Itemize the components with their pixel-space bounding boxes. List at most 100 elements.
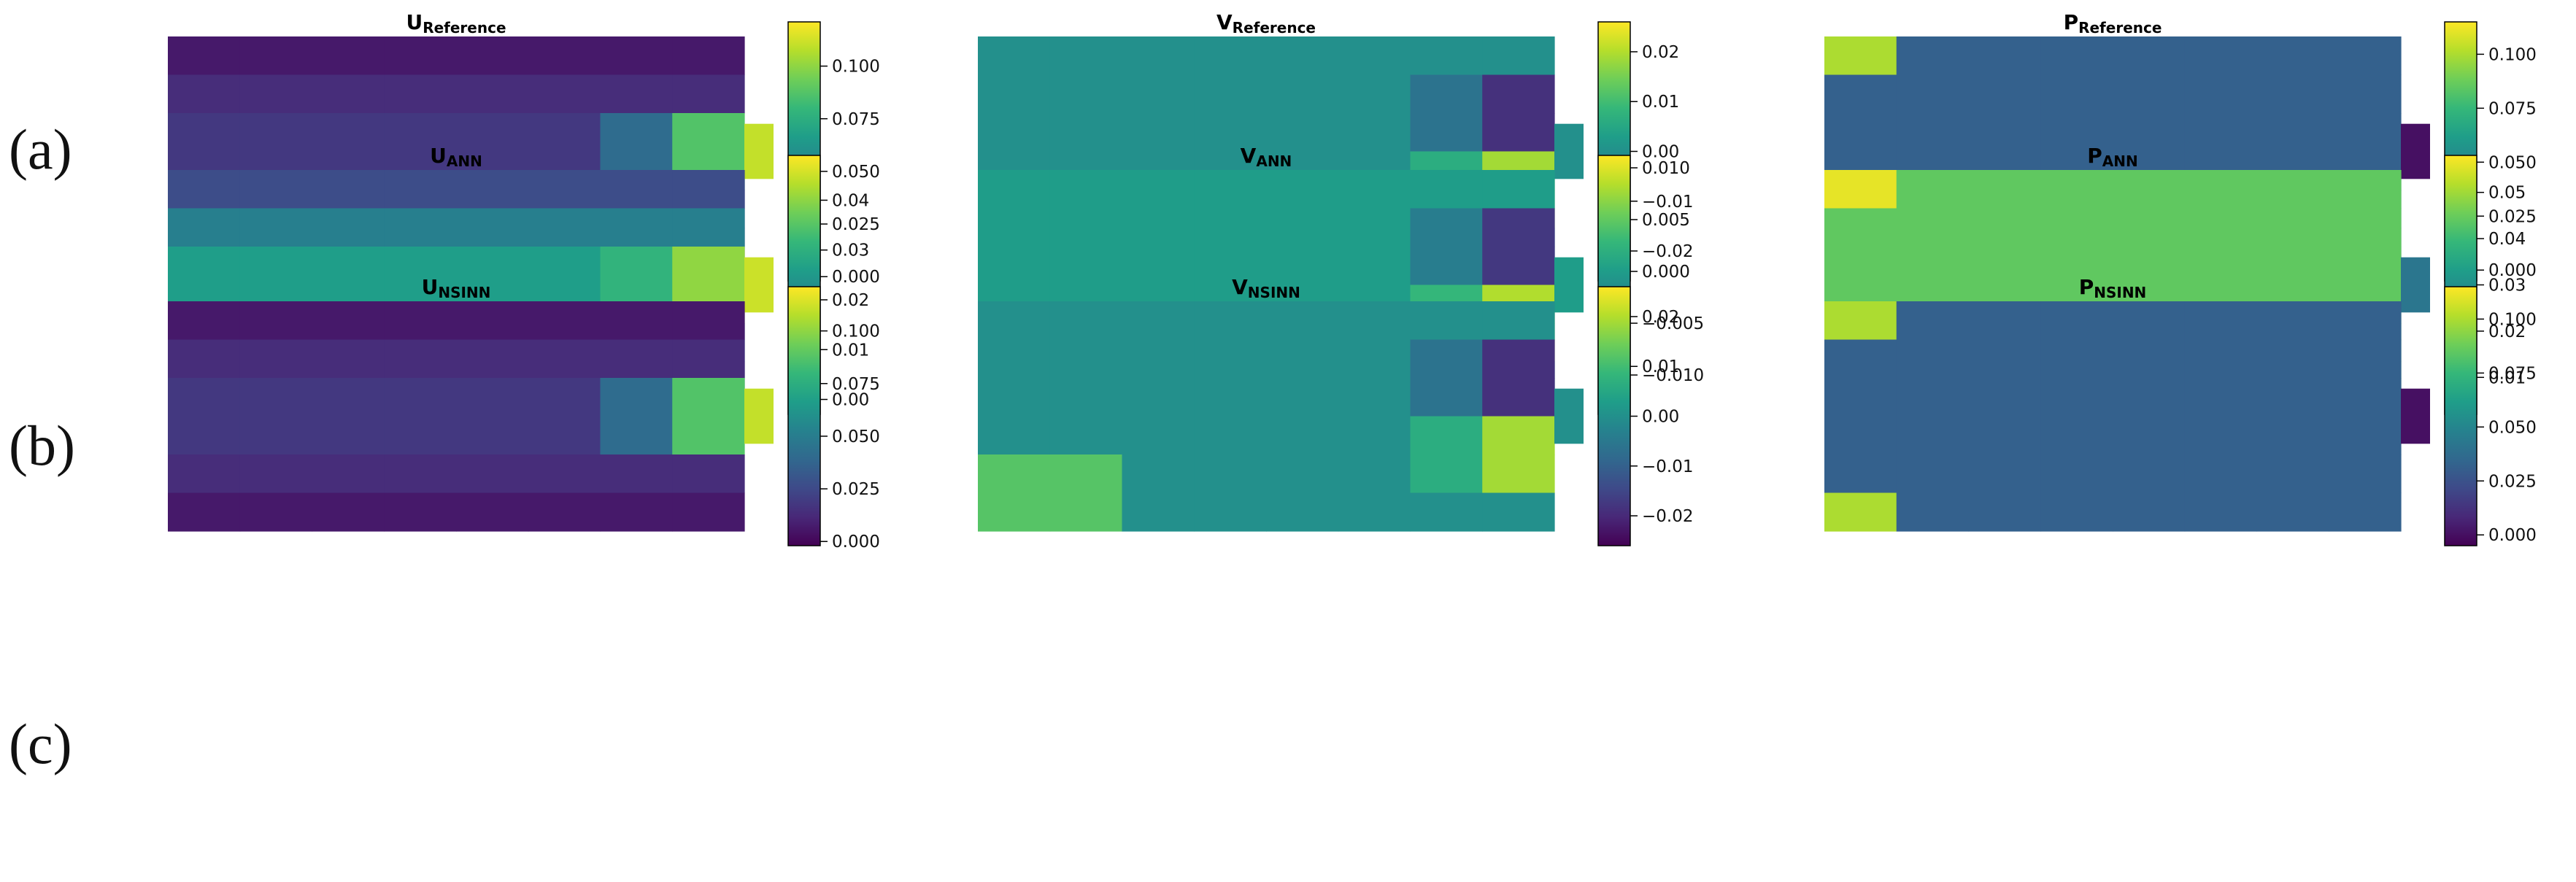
heatmap-cell — [1049, 74, 1123, 114]
heatmap-cell — [1896, 339, 1970, 379]
heatmap-cell — [528, 247, 601, 286]
heatmap-cell — [2113, 416, 2186, 455]
heatmap-cell — [1266, 74, 1339, 114]
colorbar-tick-label: −0.01 — [1642, 193, 1693, 212]
heatmap-cell — [168, 170, 241, 209]
heatmap-cell — [2256, 74, 2329, 114]
heatmap-cell — [1896, 170, 1970, 209]
heatmap-cell — [978, 247, 1051, 286]
colorbar-tick-label: 0.00 — [1642, 143, 1679, 162]
colorbar-tick-label: 0.04 — [2488, 230, 2526, 249]
heatmap-cell — [978, 36, 1051, 76]
heatmap-cell — [1194, 74, 1267, 114]
heatmap-cell — [2113, 36, 2186, 76]
heatmap-cell — [2256, 378, 2329, 417]
heatmap-cell — [312, 208, 385, 247]
title-sub: Reference — [2078, 19, 2162, 36]
heatmap-cell — [2040, 36, 2113, 76]
panel-title-u-reference: UReference — [406, 10, 506, 36]
heatmap-cell — [312, 170, 385, 209]
heatmap-cell — [1482, 74, 1555, 114]
heatmap-cell — [2040, 301, 2113, 341]
panel-title-v-reference: VReference — [1216, 10, 1316, 36]
colorbar-tick-label: 0.100 — [2488, 45, 2537, 64]
heatmap-cell — [978, 170, 1051, 209]
title-main: P — [2064, 10, 2079, 34]
colorbar-tick-label: 0.050 — [832, 428, 880, 446]
heatmap-cell — [2329, 208, 2402, 247]
heatmap-cell — [978, 208, 1051, 247]
heatmap-cell — [2256, 36, 2329, 76]
heatmap-cell — [1824, 301, 1897, 341]
heatmap-cell — [1338, 36, 1411, 76]
heatmap-cell — [1410, 113, 1483, 152]
heatmap-cell — [239, 416, 313, 455]
heatmap-cell — [1896, 492, 1970, 532]
heatmap-cell — [239, 74, 313, 114]
heatmap-cell — [1338, 247, 1411, 286]
heatmap-cell — [600, 378, 673, 417]
heatmap-cell — [672, 339, 745, 379]
heatmap-cell — [2184, 36, 2258, 76]
heatmap-cell — [2113, 113, 2186, 152]
heatmap-cell — [1824, 113, 1897, 152]
heatmap-cell — [672, 170, 745, 209]
heatmap-cell — [1968, 36, 2041, 76]
heatmap-cell — [528, 416, 601, 455]
heatmap-cell — [2113, 74, 2186, 114]
heatmap-cell — [2329, 378, 2402, 417]
heatmap-cell — [672, 74, 745, 114]
colorbar-tick-label: 0.010 — [1642, 159, 1690, 178]
heatmap-cell — [528, 301, 601, 341]
heatmap-cell — [456, 492, 529, 532]
heatmap-cell — [1968, 301, 2041, 341]
heatmap-cell — [1266, 247, 1339, 286]
heatmap-cell — [528, 74, 601, 114]
heatmap-cell — [1824, 208, 1897, 247]
colorbar-tick-label: 0.05 — [2488, 184, 2526, 203]
heatmap-cell — [456, 170, 529, 209]
heatmap-cell — [2113, 301, 2186, 341]
heatmap-cell — [239, 208, 313, 247]
heatmap-cell — [1896, 454, 1970, 494]
heatmap-cell — [2256, 454, 2329, 494]
heatmap-cell — [672, 208, 745, 247]
colorbar-tick-label: 0.075 — [2488, 364, 2537, 383]
heatmap-cell — [1824, 247, 1897, 286]
heatmap-cell — [1049, 378, 1123, 417]
heatmap-cell — [1968, 247, 2041, 286]
colorbar-tick-label: 0.000 — [832, 268, 880, 287]
heatmap-cell — [384, 113, 457, 152]
heatmap-cell — [168, 74, 241, 114]
title-sub: NSINN — [2094, 284, 2146, 301]
heatmap-cell — [2040, 339, 2113, 379]
heatmap-cell — [2329, 339, 2402, 379]
heatmap-cell — [2329, 247, 2402, 286]
heatmap-cell — [2329, 74, 2402, 114]
heatmap-cell — [239, 170, 313, 209]
heatmap-cell — [168, 208, 241, 247]
title-main: V — [1216, 10, 1233, 34]
heatmap-cell — [2329, 113, 2402, 152]
heatmap-cell — [672, 454, 745, 494]
heatmap-cell — [1824, 74, 1897, 114]
heatmap-cell — [1410, 170, 1483, 209]
heatmap-cell — [2256, 492, 2329, 532]
heatmap-cell — [456, 36, 529, 76]
heatmap-cell — [312, 378, 385, 417]
heatmap-cell — [312, 113, 385, 152]
heatmap-cell — [978, 74, 1051, 114]
heatmap-cell — [239, 247, 313, 286]
heatmap-cell — [1482, 208, 1555, 247]
heatmap-cell — [1482, 416, 1555, 455]
colorbar-tick-label: 0.075 — [832, 375, 880, 394]
heatmap-cell — [1482, 378, 1555, 417]
panel-title-p-reference: PReference — [2064, 10, 2162, 36]
heatmap-cell — [1122, 301, 1195, 341]
heatmap-cell — [1194, 113, 1267, 152]
heatmap-cell — [2184, 301, 2258, 341]
heatmap-cell — [1338, 74, 1411, 114]
heatmap-cell — [1896, 378, 1970, 417]
title-main: U — [422, 275, 439, 299]
heatmap-cell — [239, 378, 313, 417]
